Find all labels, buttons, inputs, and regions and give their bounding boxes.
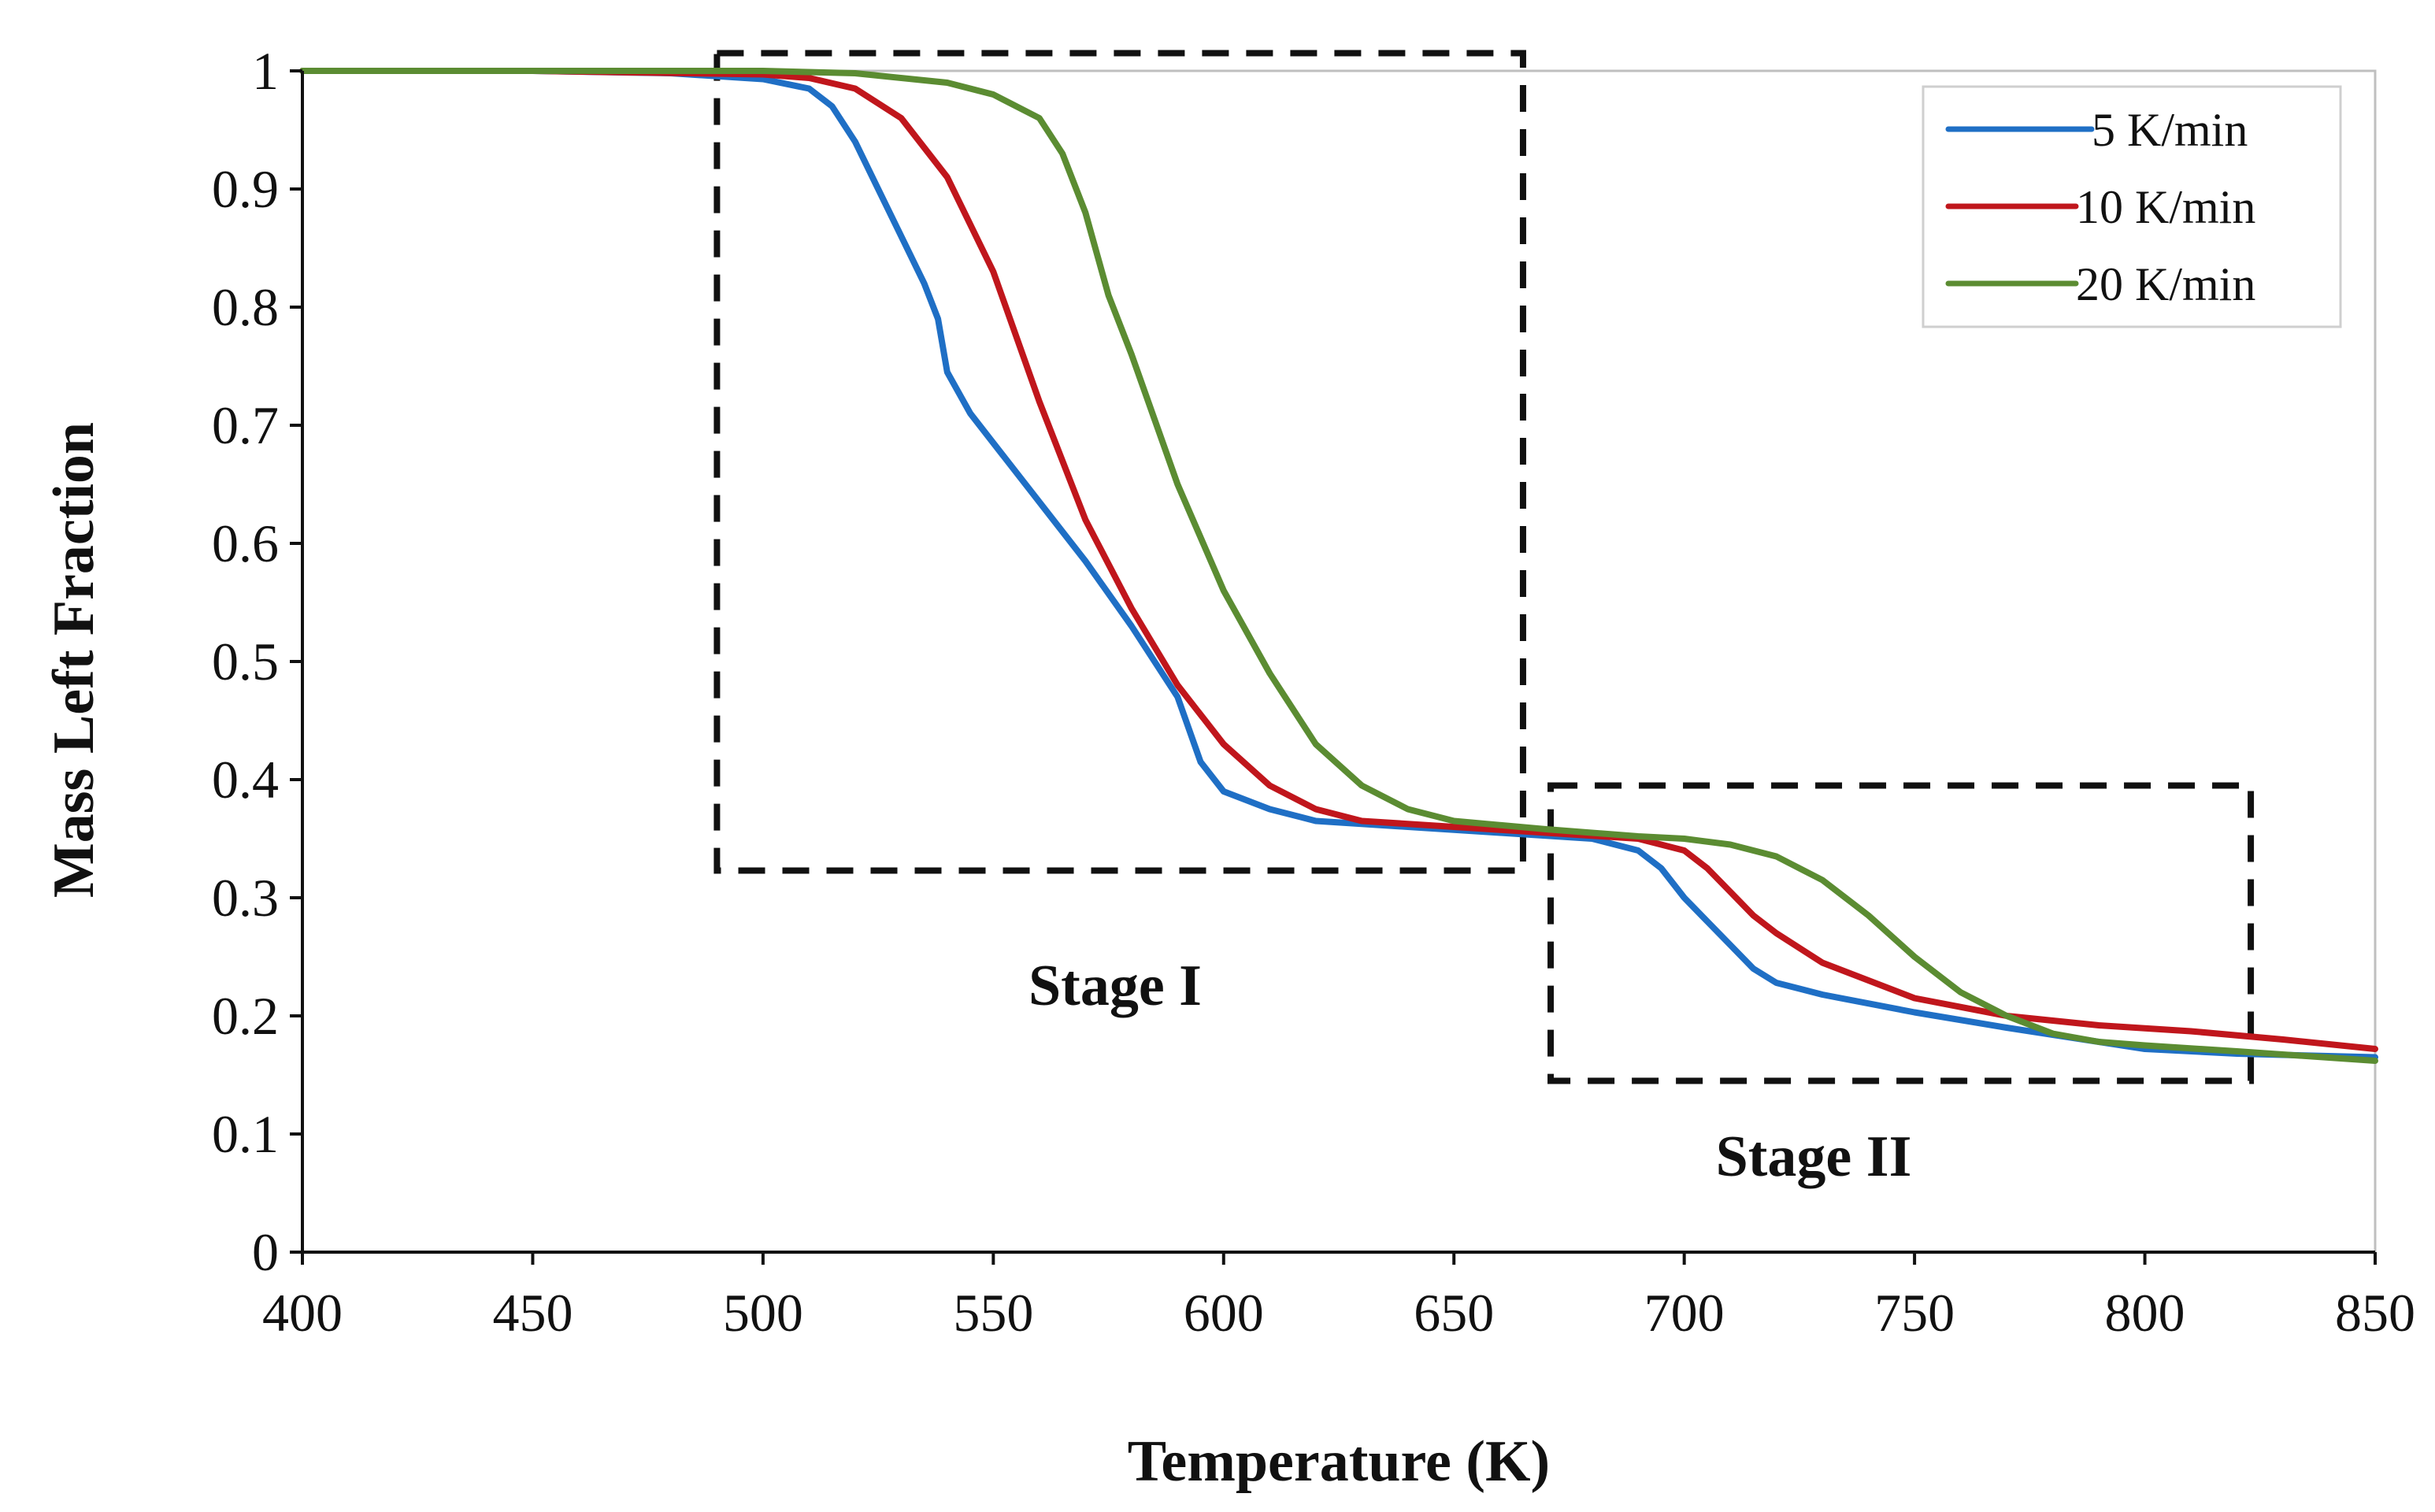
y-tick-label: 0.5 (212, 632, 279, 691)
y-tick-label: 0.8 (212, 277, 279, 337)
series-line-5-k-min (299, 68, 2378, 1061)
legend-label-10-k-min: 10 K/min (2076, 181, 2255, 233)
legend-label-20-k-min: 20 K/min (2076, 258, 2255, 310)
stage-annotations: Stage I Stage II (713, 50, 2255, 1189)
x-axis-title: Temperature (K) (1128, 1429, 1550, 1494)
y-tick-label: 0.1 (212, 1104, 279, 1164)
stage-box-stage-ii (1547, 782, 2255, 1084)
series-lines (299, 68, 2378, 1064)
y-tick-label: 0 (252, 1222, 279, 1282)
y-tick-label: 1 (252, 41, 279, 101)
legend: 5 K/min 10 K/min 20 K/min (1922, 85, 2342, 328)
y-tick-label: 0.2 (212, 986, 279, 1046)
y-tick-label: 0.9 (212, 159, 279, 219)
x-tick-label: 500 (723, 1283, 803, 1343)
x-tick-label: 800 (2105, 1283, 2185, 1343)
x-tick-label: 450 (492, 1283, 573, 1343)
x-tick-label: 650 (1414, 1283, 1494, 1343)
series-line-20-k-min (299, 68, 2378, 1064)
y-tick-label: 0.7 (212, 395, 279, 455)
x-tick-label: 700 (1644, 1283, 1725, 1343)
y-axis-title: Mass Left Fraction (42, 422, 106, 898)
x-tick-label: 600 (1184, 1283, 1264, 1343)
legend-label-5-k-min: 5 K/min (2092, 104, 2248, 156)
y-tick-label: 0.6 (212, 513, 279, 573)
x-tick-label: 400 (262, 1283, 343, 1343)
series-line-10-k-min (299, 68, 2378, 1052)
x-tick-label: 750 (1874, 1283, 1955, 1343)
stage-box-stage-i (713, 50, 1526, 874)
x-tick-label: 550 (953, 1283, 1033, 1343)
x-tick-label: 850 (2335, 1283, 2415, 1343)
y-tick-label: 0.3 (212, 868, 279, 928)
stage-label-stage-i: Stage I (1028, 954, 1202, 1018)
tick-labels: 0 0.1 0.2 0.3 0.4 0.5 0.6 0.7 0.8 0.9 1 400 450 500 55… (212, 41, 2415, 1343)
stage-label-stage-ii: Stage II (1716, 1125, 1912, 1189)
y-tick-label: 0.4 (212, 750, 279, 810)
